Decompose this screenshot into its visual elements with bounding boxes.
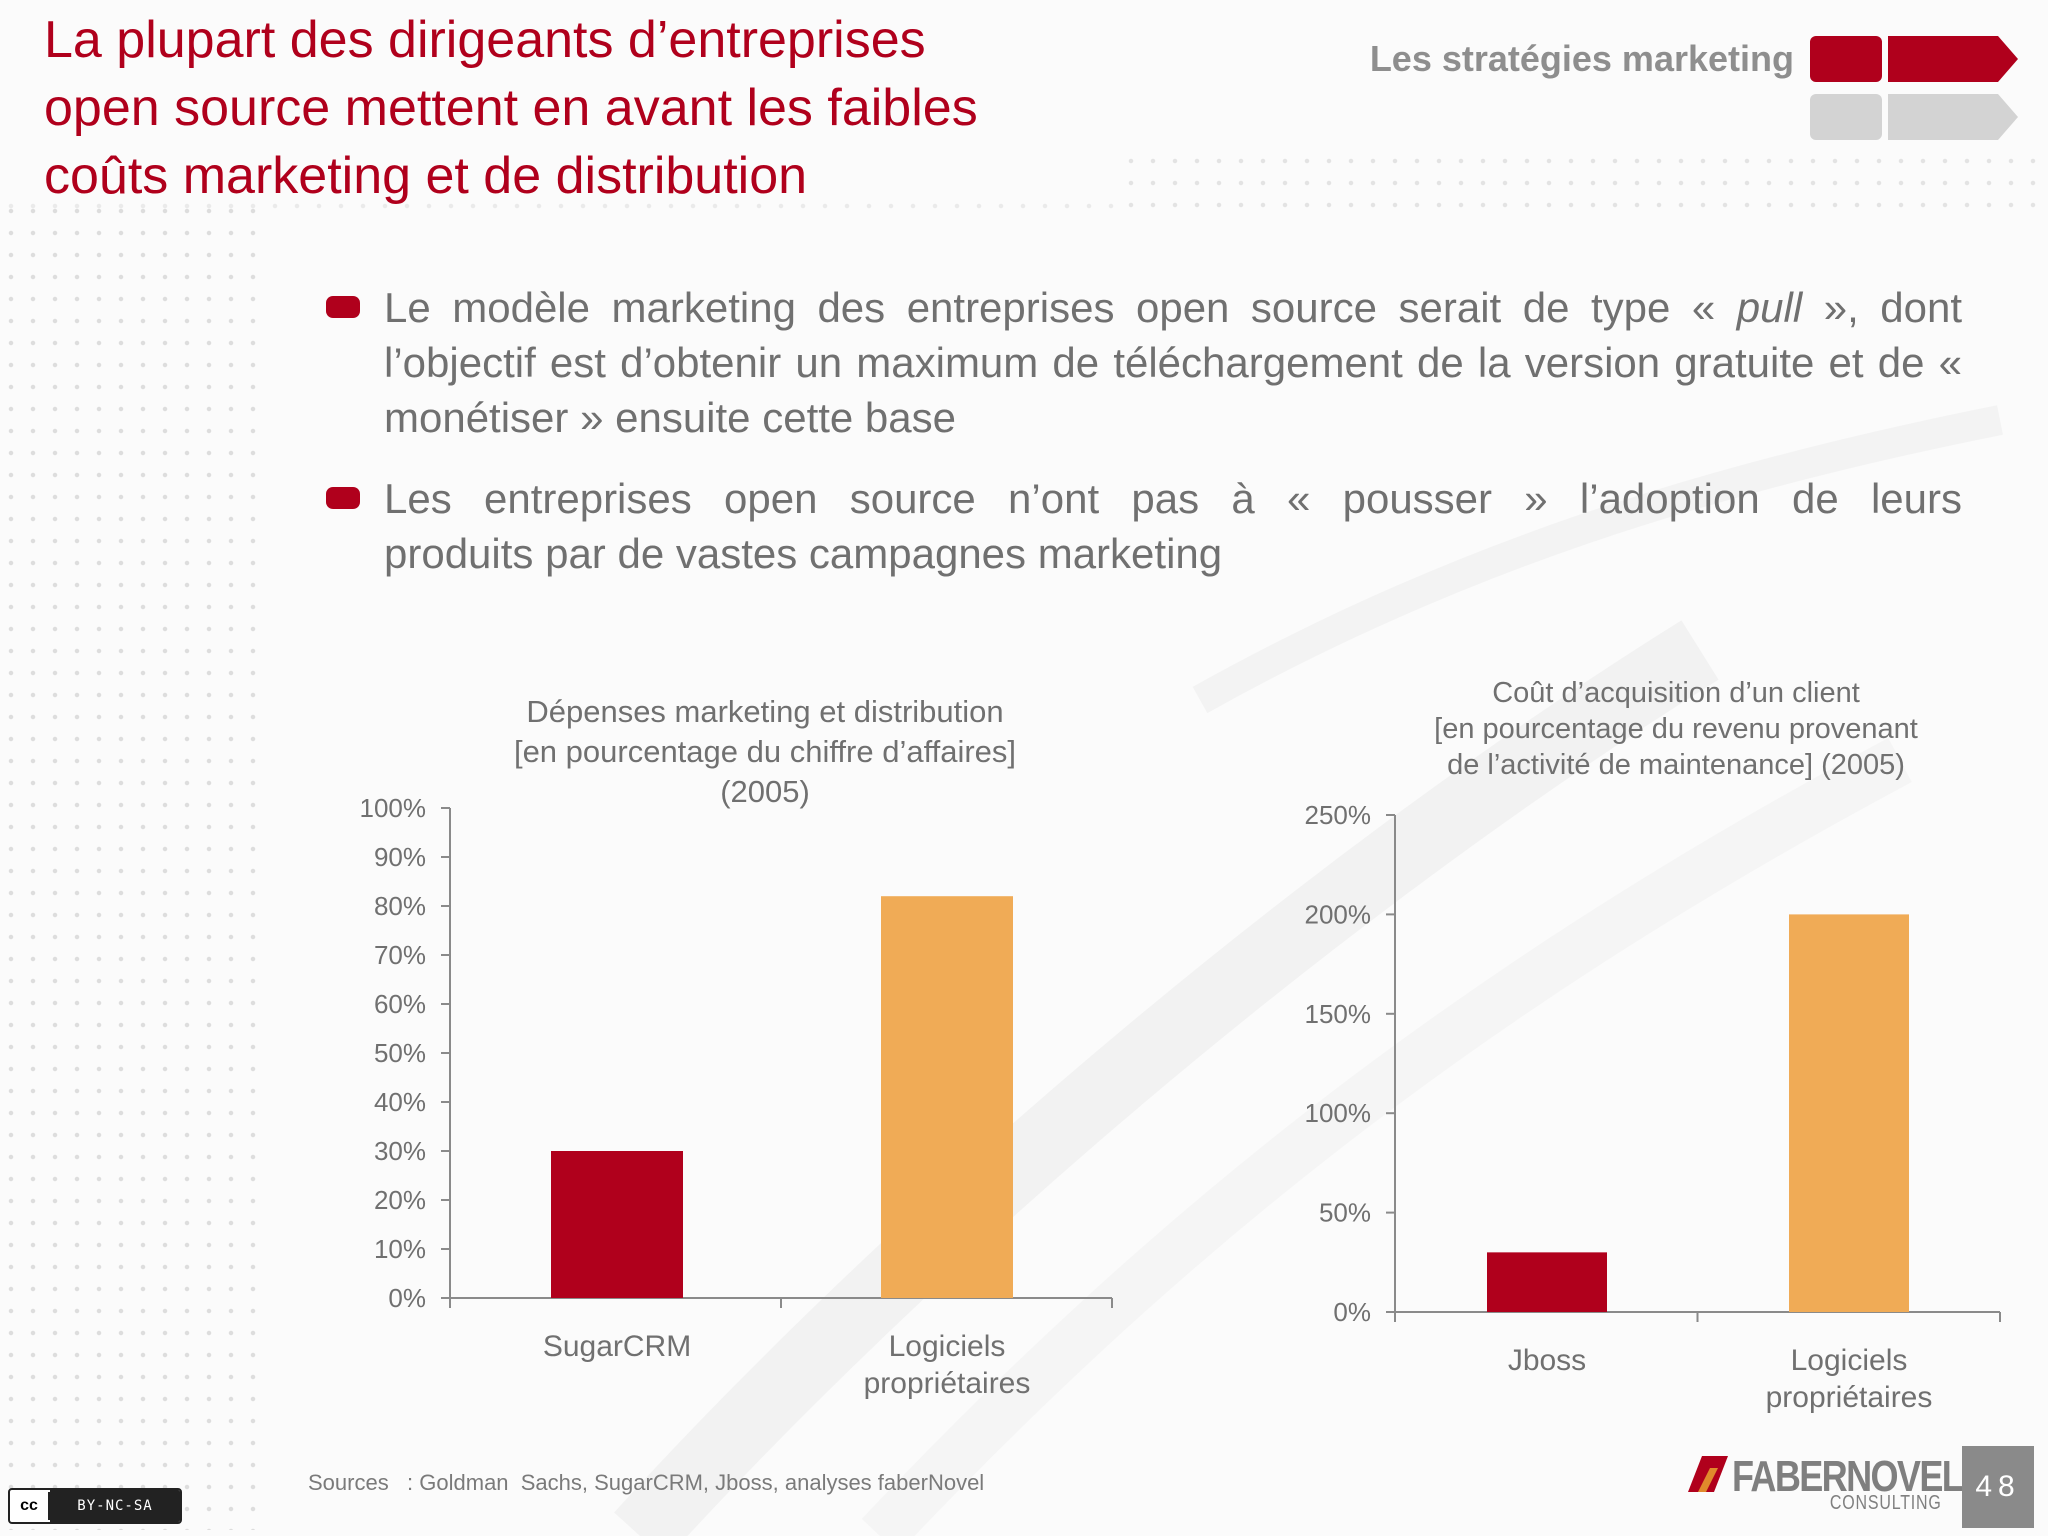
slide-title-line: coûts marketing et de distribution	[44, 147, 808, 205]
chart-title-line: de l’activité de maintenance] (2005)	[1447, 749, 1905, 781]
chart-title-line: Coût d’acquisition d’un client	[1492, 677, 1860, 709]
chart-title-line: [en pourcentage du revenu provenant	[1434, 713, 1918, 745]
page-number: 48	[1962, 1446, 2034, 1528]
x-category-label: Jboss	[1508, 1344, 1586, 1377]
y-tick-label: 100%	[1305, 1098, 1372, 1128]
bullet-text: Les entreprises open source n’ont pas à …	[384, 475, 1962, 522]
decorative-dot-band-right	[1120, 150, 2048, 210]
section-nav-arrows[interactable]	[1808, 30, 2028, 150]
section-label: Les stratégies marketing	[1369, 38, 1794, 79]
y-tick-label: 10%	[374, 1234, 426, 1264]
y-tick-label: 30%	[374, 1136, 426, 1166]
fabernovel-logo-icon	[1688, 1456, 1728, 1492]
decorative-dot-grid-left	[0, 200, 270, 1530]
y-tick-label: 20%	[374, 1185, 426, 1215]
y-tick-label: 0%	[388, 1283, 426, 1313]
chart-title-line: Dépenses marketing et distribution	[526, 694, 1003, 729]
y-tick-label: 150%	[1305, 999, 1372, 1029]
brand-logo: FABERNOVEL CONSULTING	[1688, 1452, 1964, 1514]
bullet-text: Le modèle marketing des entreprises open…	[384, 284, 1963, 441]
x-category-label: SugarCRM	[543, 1330, 691, 1363]
y-tick-label: 0%	[1333, 1297, 1371, 1327]
brand-name: FABERNOVEL	[1732, 1452, 1964, 1501]
nav-arrow-active-icon[interactable]	[1810, 36, 2018, 82]
slide-title: La plupart des dirigeants d’entreprises …	[44, 6, 1094, 210]
chart-bar	[881, 896, 1013, 1298]
y-tick-label: 50%	[374, 1038, 426, 1068]
y-tick-label: 80%	[374, 891, 426, 921]
bullet-item: Le modèle marketing des entreprises open…	[326, 280, 1962, 445]
y-tick-label: 50%	[1319, 1198, 1371, 1228]
bullet-marker-icon	[326, 296, 360, 318]
chart-title-line: (2005)	[720, 774, 810, 809]
license-text: BY-NC-SA	[50, 1490, 180, 1522]
chart-bar	[1487, 1252, 1607, 1312]
license-badge[interactable]: cc BY-NC-SA	[8, 1488, 182, 1524]
y-tick-label: 200%	[1305, 899, 1372, 929]
x-category-label: Logiciels	[1791, 1344, 1908, 1377]
y-tick-label: 90%	[374, 842, 426, 872]
x-category-label: propriétaires	[864, 1367, 1031, 1400]
y-tick-label: 60%	[374, 989, 426, 1019]
decorative-dot-band-top	[0, 195, 1120, 215]
creative-commons-icon: cc	[10, 1492, 50, 1520]
slide-title-line: La plupart des dirigeants d’entreprises	[44, 11, 926, 69]
bullet-marker-icon	[326, 487, 360, 509]
chart-bar	[1789, 914, 1909, 1312]
bullet-list: Le modèle marketing des entreprises open…	[326, 280, 1962, 607]
sources-note: Sources : Goldman Sachs, SugarCRM, Jboss…	[308, 1470, 985, 1495]
bullet-item: Les entreprises open source n’ont pas à …	[326, 471, 1962, 581]
chart-title-line: [en pourcentage du chiffre d’affaires]	[514, 734, 1016, 769]
bullet-text-last-line: produits par de vastes campagnes marketi…	[384, 530, 1223, 577]
brand-subtitle: CONSULTING	[1830, 1492, 1942, 1514]
nav-arrow-inactive-icon[interactable]	[1810, 94, 2018, 140]
y-tick-label: 70%	[374, 940, 426, 970]
x-category-label: Logiciels	[889, 1330, 1006, 1363]
y-tick-label: 250%	[1305, 800, 1372, 830]
y-tick-label: 100%	[360, 793, 427, 823]
y-tick-label: 40%	[374, 1087, 426, 1117]
x-category-label: propriétaires	[1766, 1381, 1933, 1414]
slide-title-line: open source mettent en avant les faibles	[44, 79, 978, 137]
chart-bar	[551, 1151, 683, 1298]
